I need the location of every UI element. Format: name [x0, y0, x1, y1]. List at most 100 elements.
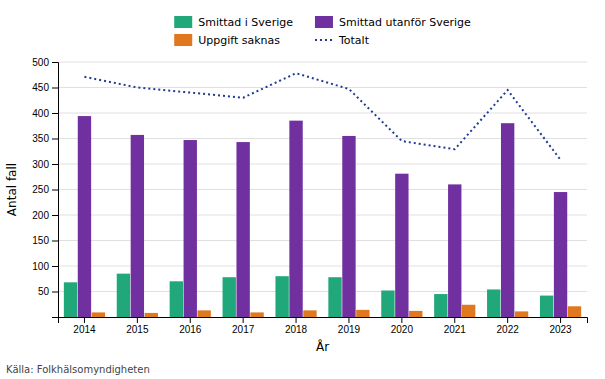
line [84, 73, 560, 160]
bar [131, 135, 144, 317]
bar [409, 311, 422, 317]
x-tick-label: 2016 [179, 324, 202, 335]
y-tick: 400 [32, 108, 58, 119]
bar [78, 116, 91, 317]
bar [184, 140, 197, 317]
bar [64, 282, 77, 317]
y-axis: 50100150200250300350400450500 [32, 57, 58, 318]
legend-swatch [315, 16, 333, 28]
legend-swatch [315, 39, 333, 41]
legend: Smittad i Sverige Smittad utanför Sverige… [174, 16, 471, 47]
y-tick-label: 100 [32, 261, 49, 272]
annotation: Källa: Folkhälsomyndigheten [6, 364, 150, 375]
y-tick-mark [52, 62, 58, 63]
y-tick-label: 150 [32, 235, 49, 246]
bar [303, 310, 316, 317]
y-tick: 450 [32, 82, 58, 93]
y-tick-mark [52, 241, 58, 242]
x-tick: 2017 [232, 317, 255, 335]
y-tick: 300 [32, 159, 58, 170]
x-tick: 2023 [549, 317, 572, 335]
y-tick: 350 [32, 133, 58, 144]
x-tick-label: 2023 [549, 324, 572, 335]
bar [568, 306, 581, 317]
bar [197, 310, 210, 317]
bar [223, 277, 236, 317]
y-tick-label: 450 [32, 82, 49, 93]
y-tick: 100 [32, 261, 58, 272]
bar [487, 289, 500, 317]
x-tick-label: 2020 [391, 324, 414, 335]
bar [117, 274, 130, 317]
x-tick-label: 2014 [73, 324, 96, 335]
x-tick-label: 2022 [497, 324, 520, 335]
y-axis-line [52, 63, 59, 318]
bar [448, 184, 461, 317]
x-tick-label: 2018 [285, 324, 308, 335]
legend-label: Smittad utanför Sverige [339, 16, 471, 29]
y-tick-label: 350 [32, 133, 49, 144]
x-tick-mark [401, 317, 402, 323]
grid-line [58, 62, 587, 63]
bar [170, 281, 183, 317]
legend-swatch [174, 16, 192, 28]
bar-series [78, 116, 567, 317]
x-tick-mark [190, 317, 191, 323]
legend-item: Uppgift saknas [174, 34, 280, 47]
x-tick: 2014 [73, 317, 96, 335]
plot: 2014 2015 2016 2017 2018 2019 2020 2021 2022 2023… [32, 57, 587, 335]
bar [356, 310, 369, 317]
x-tick-mark [84, 317, 85, 323]
x-tick: 2020 [391, 317, 414, 335]
x-tick-mark [454, 317, 455, 323]
y-tick-mark [52, 292, 58, 293]
legend-item: Smittad i Sverige [174, 16, 293, 29]
y-tick-mark [52, 215, 58, 216]
legend-label: Smittad i Sverige [198, 16, 293, 29]
y-tick: 250 [32, 184, 58, 195]
y-axis-title: Antal fall [5, 163, 19, 216]
y-tick: 50 [38, 286, 58, 297]
bar [501, 123, 514, 317]
bar [145, 313, 158, 317]
y-tick-mark [52, 139, 58, 140]
chart: 2014 2015 2016 2017 2018 2019 2020 2021 2022 2023… [0, 0, 605, 379]
marks [64, 73, 581, 317]
bar [275, 276, 288, 317]
legend-item: Totalt [315, 34, 370, 47]
bar [434, 294, 447, 317]
grid-line [58, 87, 587, 88]
x-tick-mark [507, 317, 508, 323]
x-tick-label: 2021 [444, 324, 467, 335]
x-tick-mark [560, 317, 561, 323]
y-tick-label: 250 [32, 184, 49, 195]
bar [515, 311, 528, 317]
legend-swatch [174, 34, 192, 46]
y-tick: 500 [32, 57, 58, 68]
legend-label: Totalt [338, 34, 370, 47]
bar [92, 312, 105, 317]
y-tick-mark [52, 113, 58, 114]
x-tick-label: 2019 [338, 324, 361, 335]
bar-series [92, 305, 581, 317]
x-tick: 2022 [497, 317, 520, 335]
bar [236, 142, 249, 317]
x-axis-title: År [316, 339, 329, 354]
x-tick-mark [137, 317, 138, 323]
x-tick: 2019 [338, 317, 361, 335]
x-tick: 2018 [285, 317, 308, 335]
y-tick-mark [52, 88, 58, 89]
y-tick-label: 300 [32, 159, 49, 170]
bar [289, 121, 302, 317]
x-axis-line [59, 318, 588, 324]
x-tick-label: 2015 [126, 324, 149, 335]
bar [462, 305, 475, 317]
x-tick-mark [348, 317, 349, 323]
y-tick-mark [52, 266, 58, 267]
x-tick: 2015 [126, 317, 149, 335]
x-tick-mark [243, 317, 244, 323]
legend-label: Uppgift saknas [198, 34, 280, 47]
y-tick-mark [52, 164, 58, 165]
bar [328, 277, 341, 317]
bar [554, 192, 567, 317]
